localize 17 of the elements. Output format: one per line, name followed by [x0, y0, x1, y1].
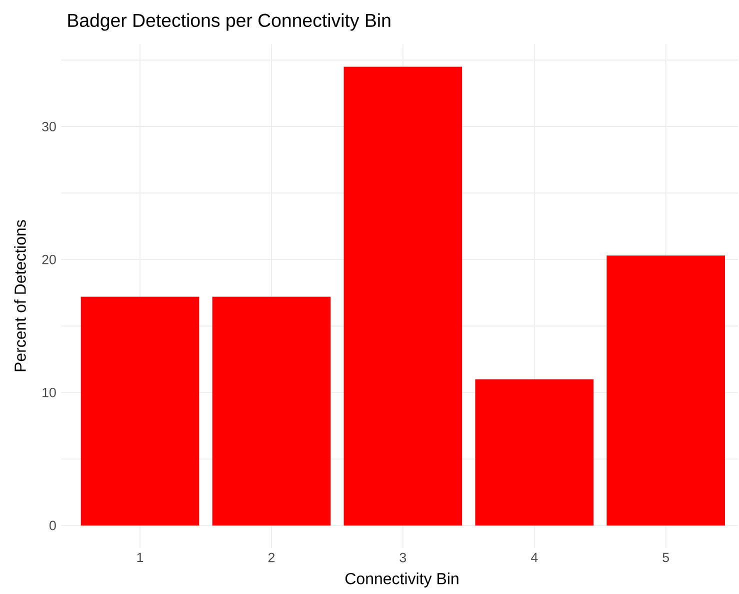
x-tick-label: 5	[662, 552, 669, 562]
y-axis-title: Percent of Detections	[14, 220, 26, 372]
x-tick-label: 4	[530, 552, 538, 562]
bar	[212, 296, 331, 526]
y-tick-label: 0	[50, 520, 56, 530]
bar	[80, 296, 200, 526]
bar	[344, 66, 462, 526]
x-tick-label: 3	[400, 552, 406, 562]
x-axis-title: Connectivity Bin	[345, 572, 458, 588]
x-tick-label: 2	[268, 552, 275, 562]
y-tick-label: 20	[42, 254, 56, 264]
bar	[475, 379, 594, 526]
chart-title: Badger Detections per Connectivity Bin	[68, 13, 390, 31]
x-tick-label: 1	[137, 552, 144, 562]
y-tick-label: 30	[42, 122, 56, 132]
bar	[606, 256, 725, 526]
y-tick-label: 10	[42, 388, 56, 398]
